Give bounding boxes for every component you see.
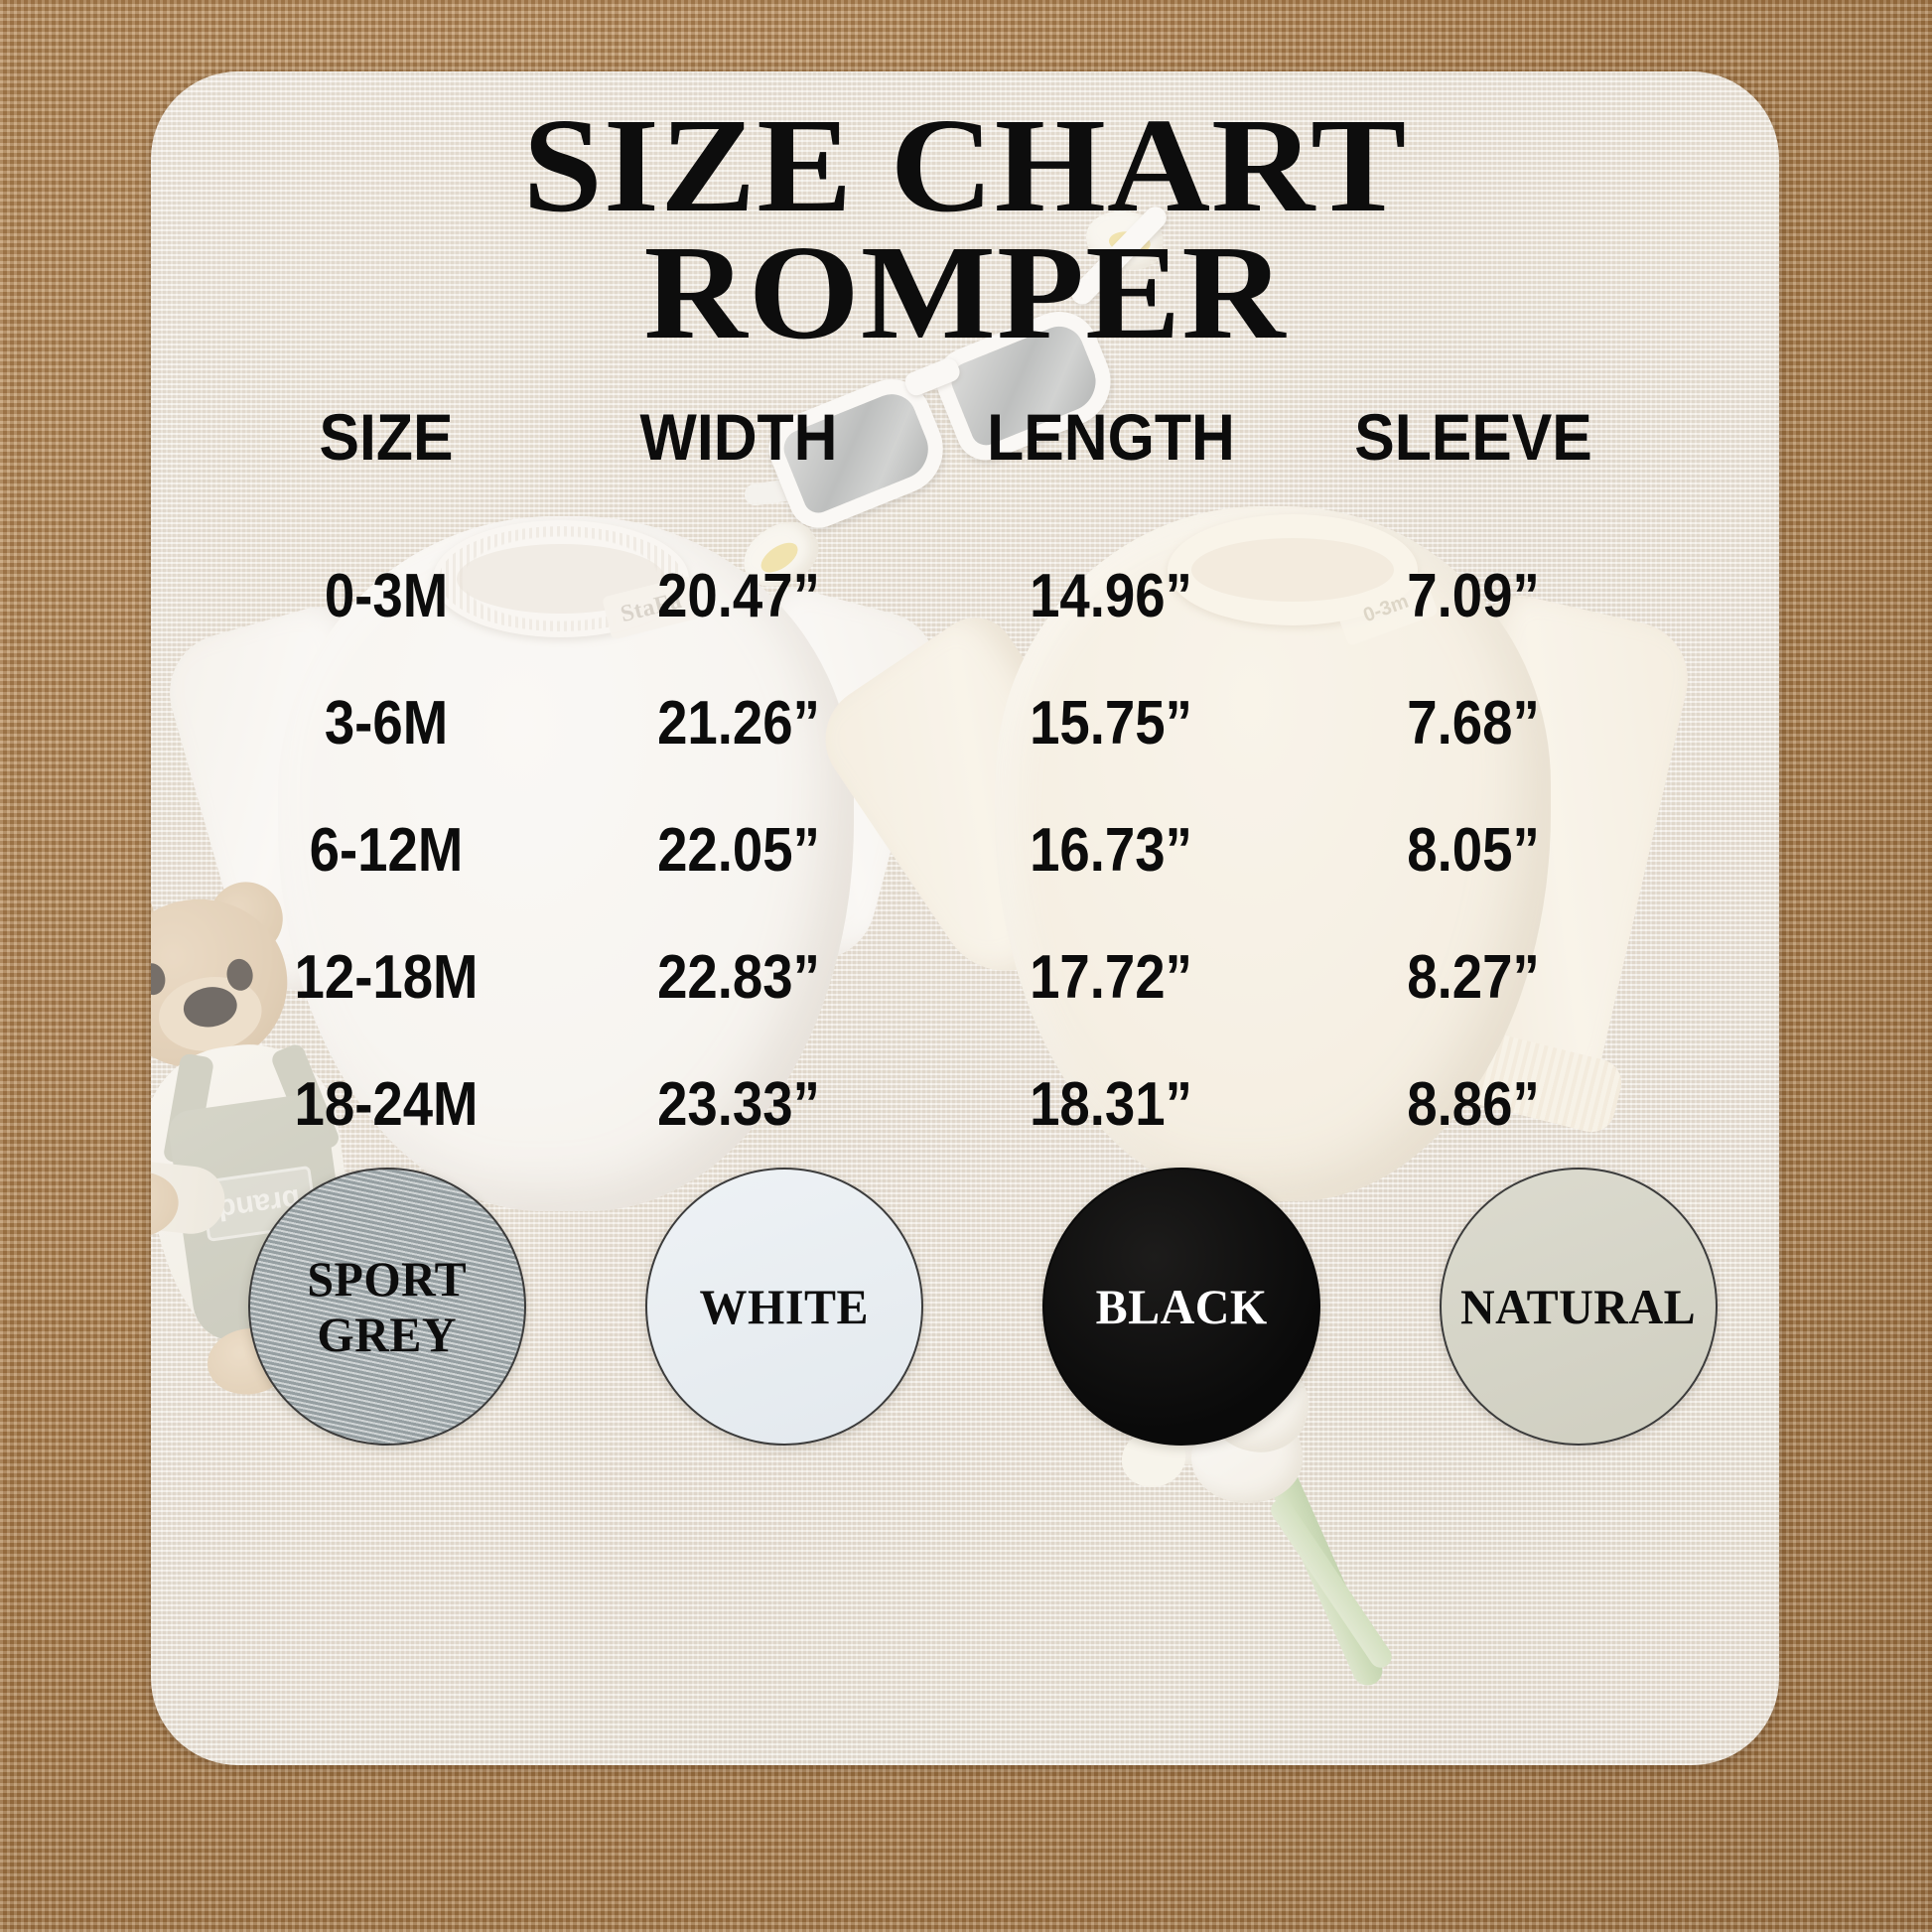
white-romper-garment: StaFa — [155, 469, 951, 1223]
cell-sleeve: 8.05” — [1407, 815, 1540, 885]
cell-width: 20.47” — [657, 561, 820, 630]
column-header-width: WIDTH — [639, 400, 838, 474]
table-row: 3-6M 21.26” 15.75” 7.68” — [222, 659, 1712, 786]
cell-size: 3-6M — [324, 688, 449, 758]
cell-size: 6-12M — [309, 815, 464, 885]
table-row: 18-24M 23.33” 18.31” 8.86” — [222, 1040, 1712, 1168]
table-row: 12-18M 22.83” 17.72” 8.27” — [222, 913, 1712, 1040]
color-swatch-white[interactable]: WHITE — [645, 1168, 923, 1446]
cell-width: 23.33” — [657, 1069, 820, 1139]
table-row: 6-12M 22.05” 16.73” 8.05” — [222, 786, 1712, 913]
cell-length: 16.73” — [1030, 815, 1192, 885]
cell-length: 18.31” — [1030, 1069, 1192, 1139]
size-chart-table: SIZE WIDTH LENGTH SLEEVE 0-3M 20.47” 14.… — [222, 399, 1712, 1168]
cell-sleeve: 7.68” — [1407, 688, 1540, 758]
product-photo-props: StaFa 0-3m — [151, 71, 1779, 1765]
color-swatch-black[interactable]: BLACK — [1042, 1168, 1320, 1446]
swatch-label: BLACK — [1095, 1279, 1268, 1334]
cell-sleeve: 8.86” — [1407, 1069, 1540, 1139]
cell-length: 15.75” — [1030, 688, 1192, 758]
column-header-sleeve: SLEEVE — [1354, 400, 1592, 474]
cell-width: 22.83” — [657, 942, 820, 1012]
table-header-row: SIZE WIDTH LENGTH SLEEVE — [222, 399, 1712, 475]
cell-width: 22.05” — [657, 815, 820, 885]
cell-length: 17.72” — [1030, 942, 1192, 1012]
cell-size: 18-24M — [294, 1069, 479, 1139]
cell-width: 21.26” — [657, 688, 820, 758]
cream-romper-garment: 0-3m — [804, 447, 1700, 1241]
title-line-1: SIZE CHART — [522, 91, 1408, 240]
page-title: SIZE CHART ROMPER — [151, 91, 1779, 367]
swatch-label: NATURAL — [1460, 1279, 1697, 1334]
column-header-length: LENGTH — [987, 400, 1235, 474]
title-line-2: ROMPER — [643, 217, 1287, 367]
table-row: 0-3M 20.47” 14.96” 7.09” — [222, 532, 1712, 659]
swatch-label: WHITE — [699, 1279, 870, 1334]
swatch-label: SPORT GREY — [307, 1251, 468, 1362]
size-chart-card: StaFa 0-3m — [151, 71, 1779, 1765]
cell-length: 14.96” — [1030, 561, 1192, 630]
cell-sleeve: 7.09” — [1407, 561, 1540, 630]
color-swatch-row: SPORT GREY WHITE BLACK NATURAL — [248, 1168, 1718, 1446]
cell-size: 12-18M — [294, 942, 479, 1012]
cell-size: 0-3M — [324, 561, 449, 630]
color-swatch-natural[interactable]: NATURAL — [1440, 1168, 1718, 1446]
color-swatch-sport-grey[interactable]: SPORT GREY — [248, 1168, 526, 1446]
column-header-size: SIZE — [319, 400, 454, 474]
cell-sleeve: 8.27” — [1407, 942, 1540, 1012]
